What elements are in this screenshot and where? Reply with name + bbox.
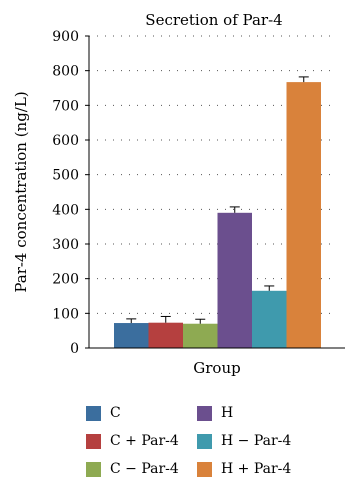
bar	[114, 323, 149, 348]
bar	[286, 82, 321, 349]
grid-lines	[89, 35, 330, 314]
y-tick-label: 0	[70, 341, 79, 357]
bar	[217, 212, 252, 348]
chart-title: Secretion of Par-4	[145, 11, 282, 29]
y-tick-label: 700	[52, 98, 79, 114]
y-axis-ticks: 0 100 200 300 400 500 600 700 800 900	[52, 29, 89, 357]
bars	[114, 76, 321, 349]
bar	[252, 290, 287, 348]
x-axis-label: Group	[193, 359, 240, 377]
y-tick-label: 400	[52, 202, 79, 218]
y-tick-label: 200	[52, 272, 79, 288]
y-tick-label: 800	[52, 64, 79, 80]
y-tick-label: 900	[52, 29, 79, 45]
bar	[183, 323, 218, 348]
y-tick-label: 600	[52, 133, 79, 149]
y-tick-label: 100	[52, 306, 79, 322]
y-axis-label: Par-4 concentration (ng/L)	[12, 91, 30, 292]
bar	[148, 322, 183, 348]
y-tick-label: 300	[52, 237, 79, 253]
y-tick-label: 500	[52, 168, 79, 184]
